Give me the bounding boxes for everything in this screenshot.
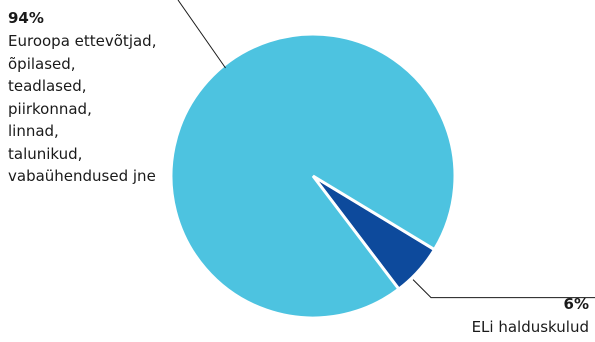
slice-desc-large-line-1: Euroopa ettevõtjad, xyxy=(8,32,157,50)
slice-desc-large-line-7: vabaühendused jne xyxy=(8,167,156,185)
slice-percent-large: 94% xyxy=(8,9,44,27)
slice-desc-large-line-4: piirkonnad, xyxy=(8,99,92,118)
slice-label-large: 94% Euroopa ettevõtjad, õpilased, teadla… xyxy=(8,6,183,188)
slice-desc-large-line-6: talunikud, xyxy=(8,144,83,163)
leader-line-small xyxy=(412,279,595,299)
slice-desc-large-line-3: teadlased, xyxy=(8,77,87,95)
pie-slices xyxy=(169,32,457,320)
slice-percent-small: 6% xyxy=(563,294,589,313)
pie-slice-large xyxy=(169,32,457,320)
slice-desc-large-line-5: linnad, xyxy=(8,122,59,140)
slice-desc-small-line-1: ELi halduskulud xyxy=(471,317,589,336)
leader-lines xyxy=(177,0,595,299)
slice-desc-large-line-2: õpilased, xyxy=(8,54,76,73)
slice-label-small: 6% ELi halduskulud xyxy=(449,292,589,339)
leader-line-large xyxy=(177,0,226,69)
